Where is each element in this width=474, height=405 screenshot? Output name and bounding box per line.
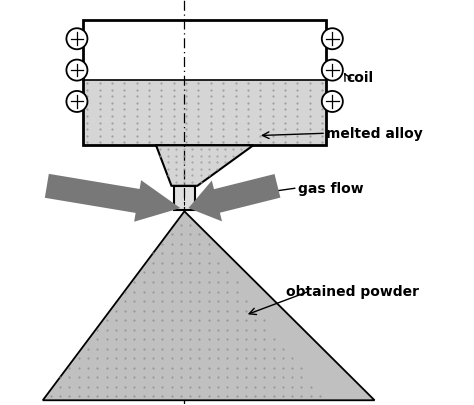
Polygon shape: [43, 212, 374, 400]
Text: gas flow: gas flow: [298, 181, 363, 195]
Circle shape: [322, 29, 343, 50]
Circle shape: [66, 60, 88, 81]
Polygon shape: [156, 146, 253, 186]
Bar: [83, 21, 326, 81]
Polygon shape: [189, 175, 281, 222]
Circle shape: [322, 92, 343, 113]
Bar: [174, 186, 194, 211]
Circle shape: [66, 29, 88, 50]
Text: obtained powder: obtained powder: [285, 284, 419, 298]
Polygon shape: [45, 175, 180, 222]
Bar: [83, 21, 326, 146]
Circle shape: [66, 92, 88, 113]
Bar: [83, 81, 326, 146]
Circle shape: [322, 60, 343, 81]
Text: coil: coil: [346, 70, 374, 84]
Text: melted alloy: melted alloy: [326, 127, 423, 141]
